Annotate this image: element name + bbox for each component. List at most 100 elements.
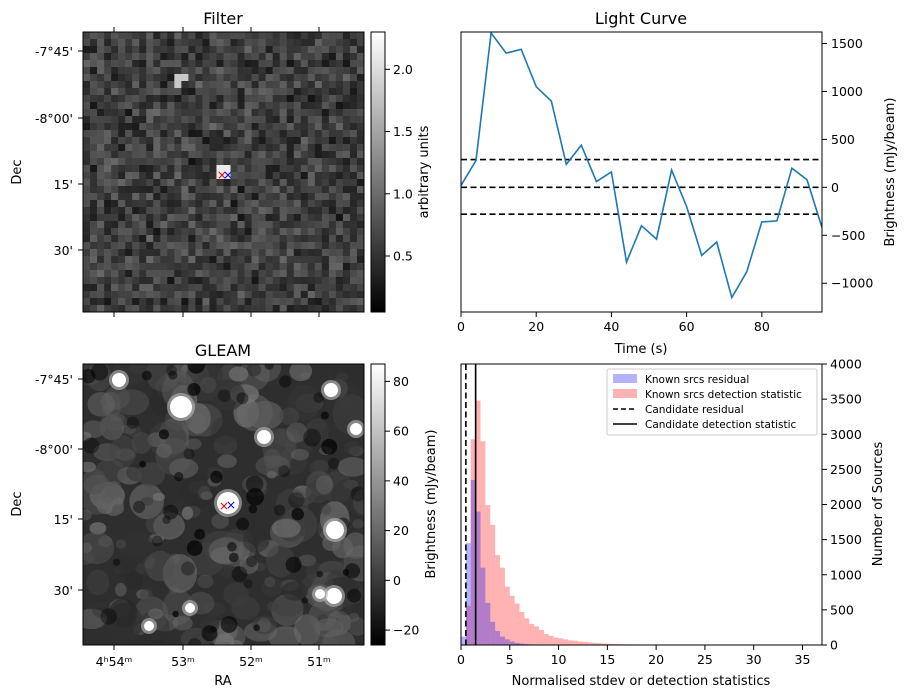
- filter-pixel: [104, 291, 112, 299]
- filter-pixel: [356, 46, 364, 54]
- filter-pixel: [118, 305, 126, 312]
- filter-pixel: [279, 186, 288, 194]
- filter-pixel: [335, 284, 344, 292]
- filter-pixel: [230, 263, 238, 271]
- filter-pixel: [230, 270, 238, 278]
- filter-pixel: [251, 165, 259, 173]
- filter-pixel: [125, 39, 133, 47]
- filter-pixel: [293, 53, 302, 61]
- filter-pixel: [251, 305, 259, 312]
- filter-pixel: [251, 235, 259, 243]
- filter-pixel: [132, 137, 140, 145]
- filter-pixel: [314, 46, 323, 54]
- filter-pixel: [307, 263, 316, 271]
- filter-pixel: [356, 242, 364, 250]
- filter-pixel: [202, 116, 210, 124]
- filter-pixel: [216, 130, 224, 138]
- filter-pixel: [279, 200, 288, 208]
- filter-pixel: [90, 242, 98, 250]
- filter-pixel: [209, 109, 217, 117]
- filter-pixel: [223, 305, 231, 312]
- filter-pixel: [90, 207, 98, 215]
- gleam-diffuse-blob: [114, 389, 150, 416]
- gleam-dark-blob: [201, 625, 218, 642]
- filter-pixel: [237, 284, 245, 292]
- filter-pixel: [146, 158, 154, 166]
- filter-pixel: [160, 228, 168, 236]
- filter-pixel: [244, 214, 252, 222]
- gleam-xlabel: RA: [214, 674, 232, 689]
- filter-pixel: [272, 46, 281, 54]
- gleam-diffuse-blob: [187, 403, 223, 437]
- filter-pixel: [335, 60, 344, 68]
- filter-pixel: [188, 172, 196, 180]
- filter-pixel: [209, 123, 217, 131]
- detection-statistic-bar: [529, 623, 535, 645]
- filter-pixel: [300, 46, 309, 54]
- filter-pixel: [90, 298, 98, 306]
- filter-pixel: [279, 32, 288, 40]
- filter-pixel: [349, 284, 358, 292]
- gleam-diffuse-blob: [279, 407, 300, 425]
- filter-pixel: [146, 207, 154, 215]
- filter-pixel: [349, 214, 358, 222]
- filter-pixel: [90, 186, 98, 194]
- filter-pixel: [293, 74, 302, 82]
- filter-pixel: [160, 158, 168, 166]
- filter-pixel: [223, 53, 231, 61]
- filter-pixel: [258, 270, 266, 278]
- filter-pixel: [97, 270, 105, 278]
- filter-pixel: [139, 109, 147, 117]
- filter-pixel: [188, 249, 196, 257]
- gleam-diffuse-blob: [223, 582, 250, 607]
- filter-pixel: [307, 200, 316, 208]
- filter-pixel: [174, 137, 182, 145]
- filter-pixel: [244, 60, 252, 68]
- gleam-diffuse-blob: [247, 400, 284, 430]
- filter-pixel: [342, 67, 351, 75]
- filter-pixel: [258, 256, 266, 264]
- filter-pixel: [272, 53, 281, 61]
- filter-pixel: [174, 186, 182, 194]
- filter-pixel: [167, 270, 175, 278]
- filter-pixel: [104, 305, 112, 312]
- gleam-dark-blob: [236, 392, 249, 405]
- filter-pixel: [258, 200, 266, 208]
- filter-pixel: [132, 130, 140, 138]
- filter-pixel: [146, 109, 154, 117]
- filter-pixel: [167, 172, 175, 180]
- filter-pixel: [321, 298, 330, 306]
- filter-pixel: [279, 39, 288, 47]
- gleam-diffuse-blob: [337, 457, 364, 477]
- filter-pixel: [104, 186, 112, 194]
- filter-pixel: [83, 81, 91, 89]
- gleam-diffuse-blob: [213, 435, 238, 455]
- filter-pixel: [223, 81, 231, 89]
- filter-pixel: [139, 74, 147, 82]
- filter-pixel: [244, 109, 252, 117]
- filter-pixel: [146, 298, 154, 306]
- filter-pixel: [251, 249, 259, 257]
- filter-pixel: [230, 144, 238, 152]
- filter-pixel: [314, 137, 323, 145]
- filter-pixel: [356, 53, 364, 61]
- filter-pixel: [244, 242, 252, 250]
- filter-pixel: [293, 137, 302, 145]
- filter-pixel: [216, 242, 224, 250]
- filter-pixel: [272, 298, 281, 306]
- filter-pixel: [237, 137, 245, 145]
- filter-pixel: [139, 88, 147, 96]
- filter-pixel: [195, 88, 203, 96]
- filter-pixel: [104, 242, 112, 250]
- filter-pixel: [328, 256, 337, 264]
- filter-pixel: [265, 158, 273, 166]
- filter-pixel: [328, 186, 337, 194]
- filter-pixel: [181, 32, 189, 40]
- detection-statistic-bar: [563, 639, 569, 645]
- filter-pixel: [293, 151, 302, 159]
- filter-pixel: [83, 193, 91, 201]
- filter-pixel: [258, 144, 266, 152]
- filter-pixel: [265, 256, 273, 264]
- filter-pixel: [195, 193, 203, 201]
- filter-pixel: [153, 207, 161, 215]
